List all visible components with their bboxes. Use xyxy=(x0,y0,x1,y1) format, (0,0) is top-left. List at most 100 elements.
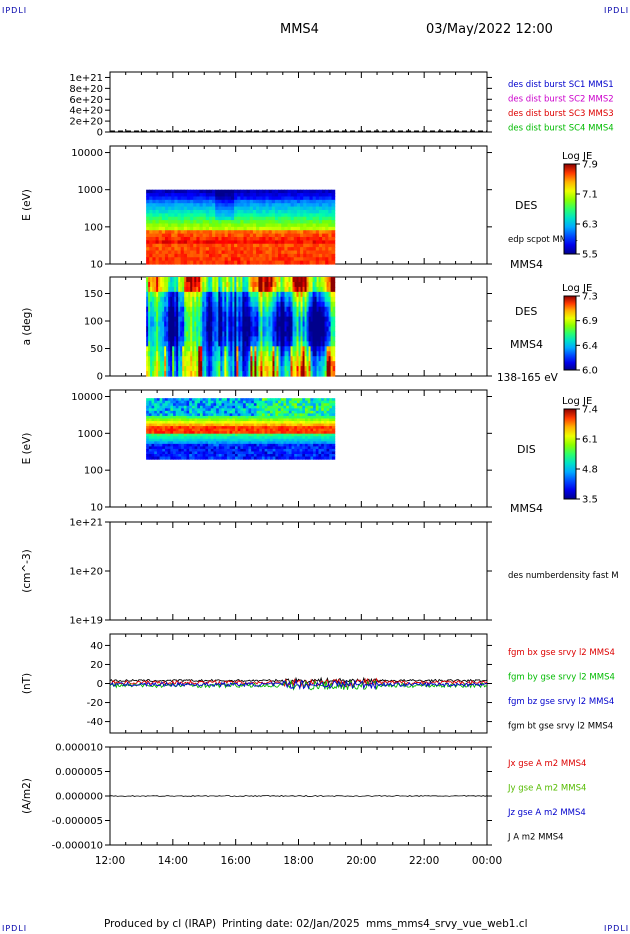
heatmap-cell xyxy=(322,206,326,211)
heatmap-cell xyxy=(148,326,151,333)
heatmap-cell xyxy=(267,436,271,440)
heatmap-cell xyxy=(287,203,292,208)
heatmap-cell xyxy=(171,243,176,248)
heatmap-cell xyxy=(316,356,320,362)
heatmap-cell xyxy=(146,203,150,208)
heatmap-cell xyxy=(302,361,306,367)
heatmap-cell xyxy=(191,438,196,442)
heatmap-cell xyxy=(278,247,282,252)
heatmap-cell xyxy=(280,356,284,362)
heatmap-cell xyxy=(146,326,149,333)
heatmap-cell xyxy=(146,361,149,367)
heatmap-cell xyxy=(155,236,160,241)
heatmap-cell xyxy=(294,453,298,458)
heatmap-cell xyxy=(193,220,197,225)
heatmap-cell xyxy=(292,366,296,372)
heatmap-cell xyxy=(155,209,160,214)
heatmap-cell xyxy=(194,448,198,453)
heatmap-cell xyxy=(248,371,252,377)
heatmap-cell xyxy=(280,415,285,420)
heatmap-cell xyxy=(218,410,223,414)
heatmap-cell xyxy=(164,413,169,417)
heatmap-cell xyxy=(260,366,264,372)
heatmap-cell xyxy=(325,253,329,258)
heatmap-cell xyxy=(183,216,188,221)
heatmap-cell xyxy=(212,346,215,352)
heatmap-cell xyxy=(237,428,241,432)
heatmap-cell xyxy=(168,291,171,298)
heatmap-cell xyxy=(293,247,298,252)
heatmap-cell xyxy=(278,413,282,417)
heatmap-cell xyxy=(190,220,194,225)
heatmap-cell xyxy=(286,398,290,402)
heatmap-cell xyxy=(256,216,260,221)
heatmap-cell xyxy=(324,356,328,362)
heatmap-cell xyxy=(330,306,334,313)
heatmap-cell xyxy=(294,410,298,414)
heatmap-cell xyxy=(253,456,258,460)
heatmap-cell xyxy=(288,311,292,318)
heatmap-cell xyxy=(164,240,169,245)
heatmap-cell xyxy=(259,446,263,450)
heatmap-cell xyxy=(234,260,238,265)
heatmap-cell xyxy=(284,216,289,221)
heatmap-cell xyxy=(312,250,317,255)
heatmap-cell xyxy=(278,446,282,450)
heatmap-cell xyxy=(177,213,182,218)
heatmap-cell xyxy=(268,247,273,252)
heatmap-cell xyxy=(280,418,285,422)
heatmap-cell xyxy=(202,446,206,450)
heatmap-cell xyxy=(240,436,244,440)
heatmap-cell xyxy=(280,311,284,318)
heatmap-cell xyxy=(278,257,282,262)
heatmap-cell xyxy=(154,371,157,377)
y-tick-label: 0 xyxy=(97,128,103,139)
heatmap-cell xyxy=(205,433,209,437)
heatmap-cell xyxy=(260,331,264,337)
heatmap-cell xyxy=(259,415,263,420)
heatmap-cell xyxy=(224,306,227,313)
heatmap-cell xyxy=(202,306,205,313)
heatmap-cell xyxy=(250,346,254,352)
heatmap-cell xyxy=(224,301,227,308)
heatmap-cell xyxy=(158,209,163,214)
heatmap-cell xyxy=(234,233,238,238)
y-tick-label: 10000 xyxy=(71,148,103,159)
heatmap-cell xyxy=(218,281,221,288)
heatmap-cell xyxy=(310,281,314,288)
heatmap-cell xyxy=(259,250,263,255)
heatmap-cell xyxy=(146,448,150,453)
heatmap-cell xyxy=(246,326,250,333)
heatmap-cell xyxy=(178,443,182,447)
heatmap-cell xyxy=(274,240,279,245)
heatmap-cell xyxy=(152,209,157,214)
heatmap-cell xyxy=(196,250,201,255)
heatmap-cell xyxy=(284,296,288,303)
heatmap-cell xyxy=(208,426,212,430)
heatmap-cell xyxy=(324,301,328,308)
heatmap-cell xyxy=(173,403,177,407)
heatmap-cell xyxy=(171,247,176,252)
heatmap-cell xyxy=(216,291,219,298)
heatmap-cell xyxy=(302,433,306,437)
plot-title: MMS4 xyxy=(280,22,319,37)
heatmap-cell xyxy=(240,296,243,303)
heatmap-cell xyxy=(148,331,151,337)
heatmap-cell xyxy=(190,311,193,318)
heatmap-cell xyxy=(300,306,304,313)
heatmap-cell xyxy=(149,240,154,245)
heatmap-cell xyxy=(234,428,239,432)
heatmap-cell xyxy=(152,281,155,288)
heatmap-cell xyxy=(218,438,223,442)
heatmap-cell xyxy=(322,243,326,248)
heatmap-cell xyxy=(151,418,155,422)
heatmap-cell xyxy=(294,446,298,450)
heatmap-cell xyxy=(248,410,252,414)
heatmap-cell xyxy=(264,438,268,442)
heatmap-cell xyxy=(240,451,244,455)
heatmap-cell xyxy=(307,398,311,402)
heatmap-cell xyxy=(300,206,304,211)
heatmap-cell xyxy=(264,428,268,432)
heatmap-cell xyxy=(164,415,169,420)
